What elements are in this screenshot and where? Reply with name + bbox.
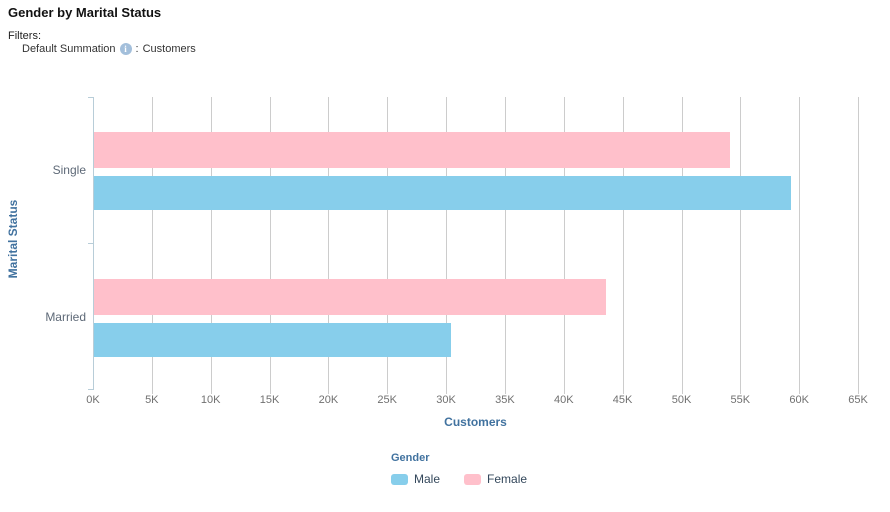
y-axis-title: Marital Status bbox=[6, 199, 20, 279]
gridline bbox=[740, 97, 742, 394]
category-label: Single bbox=[52, 163, 86, 177]
legend: Gender Male Female bbox=[391, 452, 527, 486]
y-axis-tick bbox=[88, 97, 93, 98]
gridline bbox=[387, 97, 389, 394]
x-tick-label: 55K bbox=[730, 394, 751, 406]
category-label: Married bbox=[45, 310, 86, 324]
legend-title: Gender bbox=[391, 452, 430, 464]
gridline bbox=[681, 97, 683, 394]
x-tick-label: 10K bbox=[200, 394, 221, 406]
x-tick-label: 25K bbox=[377, 394, 397, 406]
legend-item-male[interactable]: Male bbox=[391, 472, 440, 486]
x-tick-label: 40K bbox=[554, 394, 574, 406]
legend-items: Male Female bbox=[391, 472, 527, 486]
bar-single-male[interactable] bbox=[94, 176, 791, 210]
y-axis-tick bbox=[88, 389, 93, 390]
gridline bbox=[151, 97, 153, 394]
legend-item-label: Male bbox=[414, 472, 441, 486]
x-tick-label: 30K bbox=[436, 394, 456, 406]
filter-value: Customers bbox=[142, 43, 196, 55]
gridline bbox=[446, 97, 448, 394]
bar-single-female[interactable] bbox=[94, 132, 730, 168]
gridline bbox=[328, 97, 330, 394]
x-tick-label: 35K bbox=[495, 394, 515, 406]
x-axis-title: Customers bbox=[444, 415, 507, 429]
gridline bbox=[269, 97, 271, 394]
y-axis-tick bbox=[88, 243, 93, 244]
filter-item-label: Default Summation bbox=[22, 43, 116, 55]
gridline bbox=[858, 97, 859, 394]
plot-area bbox=[88, 97, 859, 394]
gridline bbox=[563, 97, 565, 394]
x-tick-label: 60K bbox=[789, 394, 809, 406]
bar-married-male[interactable] bbox=[94, 323, 451, 357]
legend-swatch-male bbox=[391, 473, 408, 485]
y-axis-line bbox=[93, 97, 94, 390]
x-tick-label: 15K bbox=[259, 394, 280, 406]
gridline bbox=[799, 97, 801, 394]
legend-item-label: Female bbox=[487, 472, 528, 486]
legend-item-female[interactable]: Female bbox=[464, 472, 527, 486]
x-tick-label: 45K bbox=[612, 394, 633, 406]
x-tick-label: 0K bbox=[86, 394, 100, 406]
filter-separator: : bbox=[135, 43, 139, 55]
info-icon[interactable]: i bbox=[119, 43, 132, 55]
x-tick-label: 20K bbox=[318, 394, 339, 406]
legend-swatch-female bbox=[464, 473, 482, 485]
x-tick-label: 5K bbox=[145, 394, 159, 406]
gridline bbox=[504, 97, 506, 394]
gridline bbox=[622, 97, 624, 394]
filters-label: Filters: bbox=[8, 30, 41, 42]
x-tick-label: 65K bbox=[848, 394, 868, 406]
x-tick-label: 50K bbox=[671, 394, 692, 406]
filter-row: Default Summation i : Customers bbox=[22, 43, 196, 55]
bar-married-female[interactable] bbox=[94, 279, 606, 315]
page-title: Gender by Marital Status bbox=[8, 5, 162, 20]
gridline bbox=[210, 97, 212, 394]
